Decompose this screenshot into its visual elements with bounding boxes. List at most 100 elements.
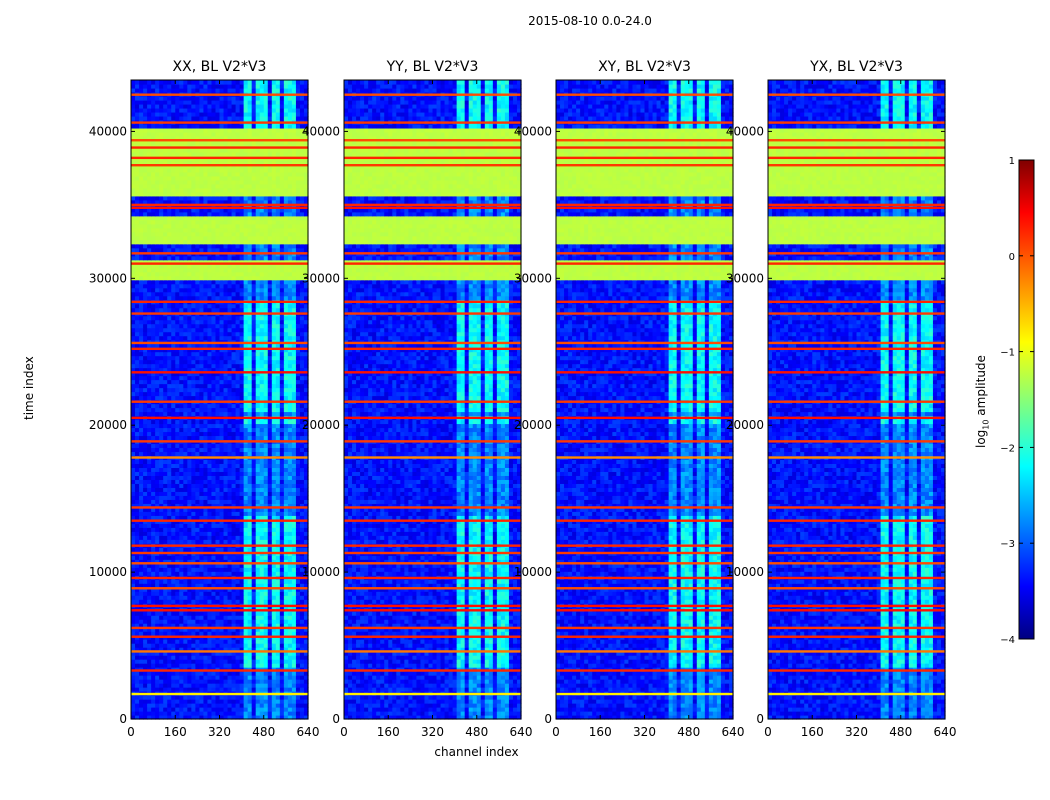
heatmap-cell <box>264 611 269 616</box>
heatmap-cell <box>224 675 229 680</box>
heatmap-cell <box>296 611 301 616</box>
heatmap-cell <box>183 659 188 664</box>
heatmap-cell <box>280 707 285 712</box>
heatmap-cell <box>248 683 253 688</box>
heatmap-cell <box>236 619 241 624</box>
heatmap-cell <box>268 707 273 712</box>
heatmap-cell <box>236 615 241 620</box>
heatmap-cell <box>155 703 160 708</box>
heatmap-cell <box>280 699 285 704</box>
heatmap-cell <box>256 707 261 712</box>
heatmap-cell <box>139 615 144 620</box>
heatmap-cell <box>236 699 241 704</box>
heatmap-cell <box>292 703 297 708</box>
heatmap-cell <box>151 631 156 636</box>
heatmap-cell <box>155 619 160 624</box>
heatmap-cell <box>292 683 297 688</box>
heatmap-cell <box>167 679 172 684</box>
heatmap-cell <box>147 535 152 540</box>
heatmap-cell <box>191 591 196 596</box>
heatmap-cell <box>296 631 301 636</box>
heatmap-cell <box>211 699 216 704</box>
heatmap-cell <box>272 547 277 552</box>
heatmap-cell <box>215 579 220 584</box>
heatmap-cell <box>203 539 208 544</box>
heatmap-cell <box>151 611 156 616</box>
heatmap-cell <box>240 567 245 572</box>
heatmap-cell <box>272 579 277 584</box>
heatmap-cell <box>228 659 233 664</box>
heatmap-cell <box>215 615 220 620</box>
heatmap-cell <box>155 539 160 544</box>
heatmap-cell <box>191 675 196 680</box>
heatmap-cell <box>224 611 229 616</box>
heatmap-cell <box>240 599 245 604</box>
heatmap-cell <box>155 687 160 692</box>
heatmap-cell <box>131 631 136 636</box>
heatmap-cell <box>207 711 212 716</box>
heatmap-cell <box>155 571 160 576</box>
heatmap-cell <box>240 707 245 712</box>
heatmap-cell <box>268 659 273 664</box>
heatmap-cell <box>175 643 180 648</box>
heatmap-cell <box>296 555 301 560</box>
heatmap-cell <box>224 539 229 544</box>
heatmap-cell <box>224 571 229 576</box>
heatmap-cell <box>248 679 253 684</box>
heatmap-cell <box>183 683 188 688</box>
heatmap-cell <box>276 679 281 684</box>
heatmap-cell <box>292 615 297 620</box>
heatmap-cell <box>268 619 273 624</box>
heatmap-cell <box>288 567 293 572</box>
heatmap-cell <box>135 631 140 636</box>
heatmap-cell <box>260 611 265 616</box>
heatmap-cell <box>151 659 156 664</box>
heatmap-cell <box>240 591 245 596</box>
heatmap-cell <box>280 567 285 572</box>
heatmap-cell <box>139 711 144 716</box>
heatmap-cell <box>280 671 285 676</box>
heatmap-cell <box>284 679 289 684</box>
heatmap-cell <box>240 675 245 680</box>
heatmap-cell <box>248 643 253 648</box>
heatmap-cell <box>296 695 301 700</box>
heatmap-cell <box>159 663 164 668</box>
heatmap-cell <box>256 547 261 552</box>
heatmap-cell <box>167 539 172 544</box>
heatmap-cell <box>252 687 257 692</box>
heatmap-cell <box>240 595 245 600</box>
heatmap-cell <box>232 539 237 544</box>
heatmap-cell <box>155 547 160 552</box>
heatmap-cell <box>183 571 188 576</box>
heatmap-cell <box>175 579 180 584</box>
heatmap-cell <box>195 659 200 664</box>
heatmap-cell <box>268 539 273 544</box>
heatmap-cell <box>143 695 148 700</box>
heatmap-cell <box>244 643 249 648</box>
heatmap-cell <box>155 615 160 620</box>
heatmap-cell <box>183 615 188 620</box>
heatmap-cell <box>300 615 305 620</box>
heatmap-cell <box>244 567 249 572</box>
heatmap-cell <box>199 695 204 700</box>
heatmap-cell <box>163 595 168 600</box>
heatmap-cell <box>260 679 265 684</box>
heatmap-cell <box>199 703 204 708</box>
heatmap-cell <box>284 663 289 668</box>
heatmap-cell <box>179 663 184 668</box>
heatmap-cell <box>191 671 196 676</box>
heatmap-cell <box>228 707 233 712</box>
heatmap-cell <box>171 671 176 676</box>
panel-xx: 0 160 320 480 640010000200003000040000 <box>89 80 320 739</box>
heatmap-cell <box>240 571 245 576</box>
heatmap-cell <box>187 663 192 668</box>
heatmap-cell <box>280 659 285 664</box>
heatmap-cell <box>155 591 160 596</box>
heatmap-cell <box>147 639 152 644</box>
heatmap-cell <box>280 571 285 576</box>
heatmap-cell <box>147 675 152 680</box>
heatmap-cell <box>224 631 229 636</box>
heatmap-cell <box>171 659 176 664</box>
heatmap-cell <box>232 611 237 616</box>
heatmap-cell <box>220 619 225 624</box>
